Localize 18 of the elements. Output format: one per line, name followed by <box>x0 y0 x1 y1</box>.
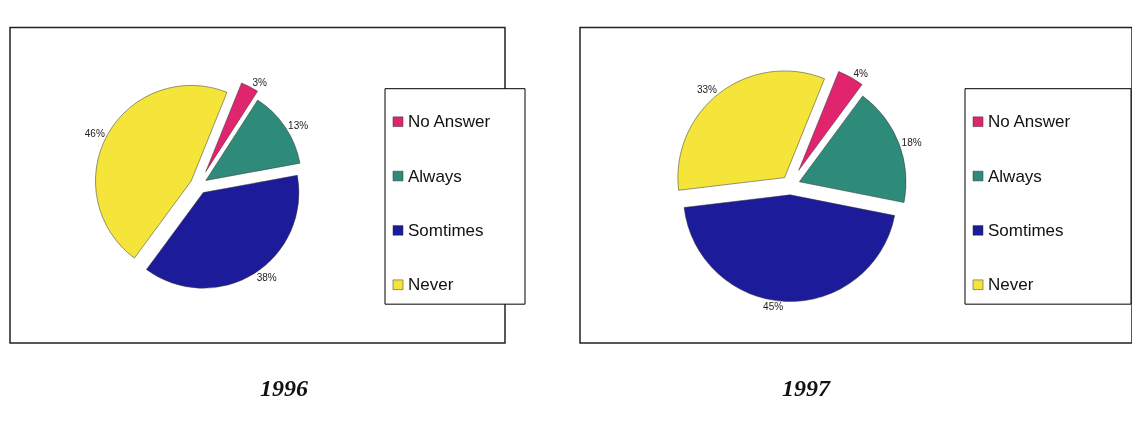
data-label: 3% <box>252 76 268 88</box>
legend-label: No Answer <box>408 112 491 131</box>
data-label: 45% <box>763 301 784 313</box>
text: 1997 <box>782 375 831 401</box>
data-label: 18% <box>901 136 922 148</box>
data-label: 4% <box>853 67 869 79</box>
text: 1996 <box>260 375 308 401</box>
data-label: 13% <box>288 120 309 132</box>
data-label: 46% <box>84 127 105 139</box>
legend-label: Never <box>988 275 1034 294</box>
legend-label: Somtimes <box>988 221 1064 240</box>
legend-label: Somtimes <box>408 221 484 240</box>
legend-label: Always <box>408 167 462 186</box>
data-label: 38% <box>256 272 277 284</box>
legend-label: No Answer <box>988 112 1071 131</box>
data-label: 33% <box>696 83 718 95</box>
legend-label: Never <box>408 275 454 294</box>
legend-label: Always <box>988 167 1042 186</box>
